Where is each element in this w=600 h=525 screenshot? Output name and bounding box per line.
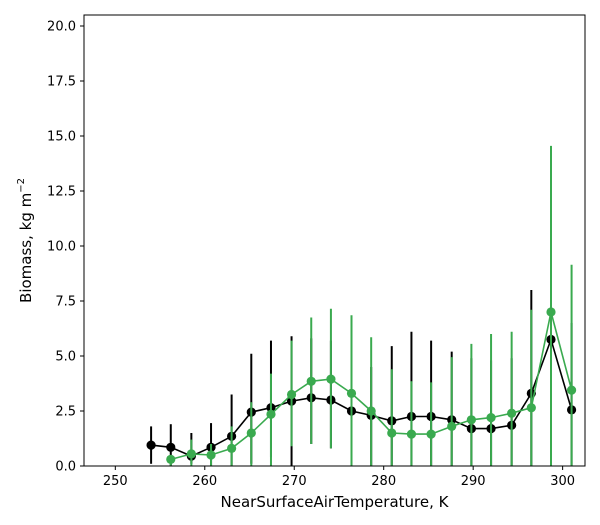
data-point [387, 428, 397, 438]
x-tick-label: 260 [192, 474, 217, 489]
y-axis: 0.0 2.5 5.0 7.5 10.0 12.5 15.0 17.5 20.0 [47, 20, 84, 475]
data-point [366, 406, 376, 416]
x-tick-label: 250 [103, 474, 128, 489]
data-point [406, 429, 417, 439]
y-tick-label: 7.5 [55, 295, 76, 310]
data-point [447, 421, 457, 431]
x-tick-label: 270 [282, 474, 307, 489]
data-point [486, 413, 496, 423]
y-tick-label: 0.0 [55, 460, 76, 475]
y-tick-label: 10.0 [47, 240, 76, 255]
data-point [466, 415, 476, 425]
data-point [246, 428, 256, 438]
y-tick-label: 20.0 [47, 20, 76, 35]
data-point [286, 389, 297, 400]
data-point [266, 409, 276, 419]
data-point [526, 403, 536, 413]
y-tick-label: 5.0 [55, 350, 76, 365]
y-tick-label: 12.5 [47, 185, 76, 200]
x-tick-label: 290 [461, 474, 486, 489]
x-tick-label: 300 [550, 474, 575, 489]
data-point [507, 408, 517, 418]
y-axis-label-text: Biomass, kg m [17, 193, 35, 303]
data-point [166, 442, 176, 452]
data-point [227, 443, 237, 453]
data-point [546, 307, 556, 317]
series-line [151, 336, 573, 457]
data-point [206, 450, 216, 460]
x-axis-label: NearSurfaceAirTemperature, K [221, 493, 450, 511]
data-point [566, 385, 577, 395]
axes-frame [83, 14, 586, 467]
data-point [186, 449, 196, 459]
data-point [306, 376, 316, 386]
y-tick-label: 17.5 [47, 75, 76, 90]
data-point [346, 388, 357, 398]
plot-series-layer [146, 145, 577, 466]
y-tick-label: 2.5 [55, 405, 76, 420]
data-point [326, 374, 336, 384]
y-tick-label: 15.0 [47, 130, 76, 145]
data-point [426, 429, 436, 439]
y-axis-label: Biomass, kg m−2 [16, 178, 35, 303]
data-point [146, 440, 156, 450]
series-2 [166, 145, 577, 466]
x-axis: 250 260 270 280 290 300 [103, 466, 575, 489]
y-axis-label-superscript: −2 [16, 178, 27, 193]
x-tick-label: 280 [371, 474, 396, 489]
plot-area [146, 145, 577, 466]
data-point [166, 454, 176, 464]
